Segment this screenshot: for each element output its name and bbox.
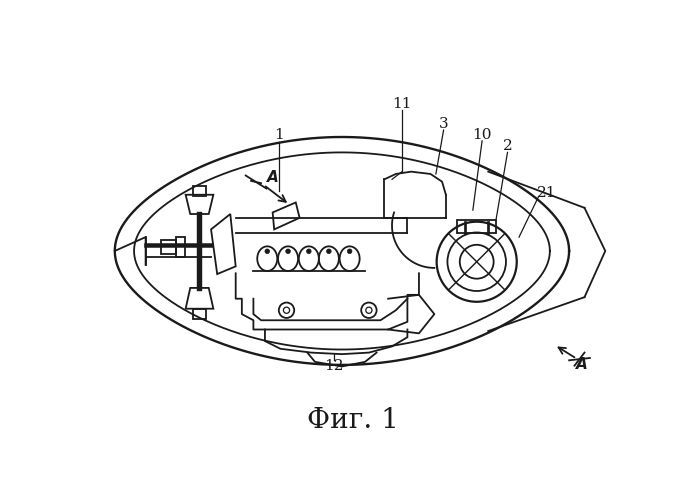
- Circle shape: [265, 249, 269, 254]
- Text: Фиг. 1: Фиг. 1: [307, 407, 399, 434]
- Text: 1: 1: [274, 128, 284, 142]
- Bar: [194, 308, 205, 320]
- Bar: [194, 186, 205, 196]
- Text: 11: 11: [392, 97, 412, 111]
- Text: A: A: [576, 358, 588, 372]
- Text: 2: 2: [502, 139, 513, 153]
- Text: A: A: [267, 170, 278, 184]
- Circle shape: [286, 249, 290, 254]
- Text: 3: 3: [439, 117, 449, 131]
- Bar: [176, 237, 185, 257]
- Circle shape: [327, 249, 331, 254]
- Text: 10: 10: [473, 128, 492, 141]
- Circle shape: [347, 249, 352, 254]
- Bar: [161, 240, 176, 254]
- Text: 21: 21: [537, 186, 557, 200]
- Text: 12: 12: [325, 360, 344, 374]
- Circle shape: [307, 249, 311, 254]
